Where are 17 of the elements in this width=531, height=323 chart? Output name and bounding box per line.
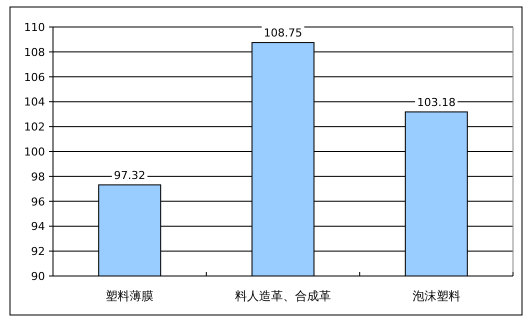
data-label: 97.32 bbox=[114, 168, 146, 182]
data-label: 108.75 bbox=[264, 26, 302, 40]
y-tick-label: 98 bbox=[31, 170, 45, 184]
data-label: 103.18 bbox=[417, 96, 456, 109]
y-tick-label: 94 bbox=[31, 220, 45, 234]
x-tick-label: 塑料薄膜 bbox=[106, 289, 154, 303]
y-tick-label: 100 bbox=[24, 146, 45, 158]
y-tick-label: 90 bbox=[31, 270, 45, 283]
y-tick-label: 102 bbox=[24, 120, 45, 134]
x-tick-label: 泡沫塑料 bbox=[412, 289, 460, 303]
y-tick-label: 108 bbox=[24, 46, 45, 59]
y-tick-label: 96 bbox=[31, 195, 45, 208]
y-tick-label: 106 bbox=[24, 70, 45, 84]
y-tick-label: 110 bbox=[24, 21, 45, 34]
x-tick-label: 料人造革、合成革 bbox=[235, 289, 331, 303]
y-tick-label: 92 bbox=[31, 245, 45, 258]
y-tick-label: 104 bbox=[24, 96, 45, 109]
